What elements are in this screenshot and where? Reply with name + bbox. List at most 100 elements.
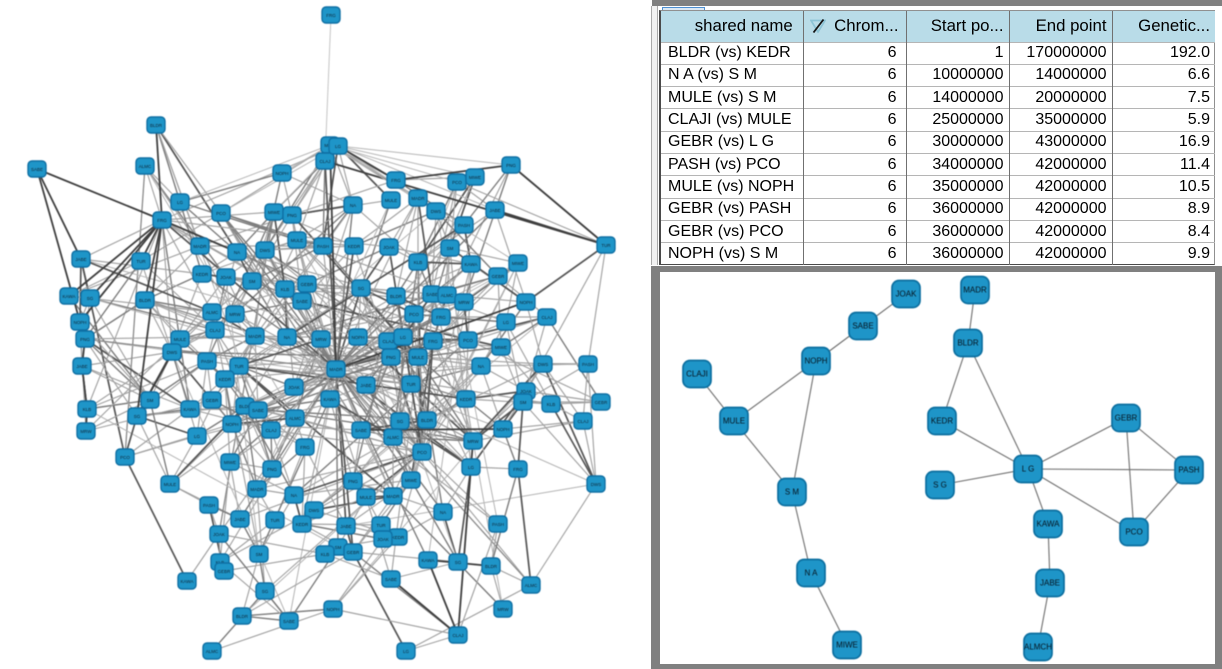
svg-text:SG: SG	[262, 589, 269, 594]
svg-text:NOPH: NOPH	[73, 320, 86, 325]
svg-text:MADR: MADR	[411, 196, 425, 201]
svg-text:FRG: FRG	[436, 315, 446, 320]
svg-text:S G: S G	[933, 481, 947, 490]
svg-text:JABE: JABE	[76, 364, 87, 369]
svg-text:BLDR: BLDR	[485, 564, 498, 569]
svg-text:DWS: DWS	[309, 508, 320, 513]
svg-text:MRW: MRW	[458, 300, 470, 305]
svg-text:JOAK: JOAK	[377, 537, 389, 542]
svg-text:SG: SG	[397, 419, 404, 424]
svg-text:MADR: MADR	[386, 494, 400, 499]
svg-text:BLDR: BLDR	[390, 294, 403, 299]
svg-text:CLAJI: CLAJI	[686, 370, 708, 379]
svg-text:MIWE: MIWE	[224, 460, 236, 465]
svg-text:ALMC: ALMC	[139, 164, 152, 169]
svg-text:MULE: MULE	[174, 337, 187, 342]
svg-text:PCO: PCO	[216, 211, 226, 216]
svg-text:BLDR: BLDR	[236, 614, 249, 619]
svg-text:MULE: MULE	[385, 198, 398, 203]
svg-text:PCO: PCO	[452, 180, 462, 185]
svg-text:L G: L G	[1022, 465, 1035, 474]
svg-text:MULE: MULE	[291, 238, 304, 243]
svg-text:SABE: SABE	[296, 299, 308, 304]
svg-text:NOPH: NOPH	[496, 427, 509, 432]
svg-text:JOAK: JOAK	[520, 389, 532, 394]
svg-text:MADR: MADR	[250, 487, 264, 492]
svg-text:PASH: PASH	[1178, 466, 1199, 475]
svg-text:KAWA: KAWA	[422, 558, 435, 563]
svg-text:MADR: MADR	[329, 367, 343, 372]
svg-text:SABE: SABE	[355, 428, 367, 433]
svg-text:KLB: KLB	[547, 402, 556, 407]
svg-text:PCO: PCO	[417, 450, 427, 455]
svg-text:MIWE: MIWE	[836, 641, 858, 650]
svg-text:ALMC: ALMC	[206, 310, 219, 315]
svg-text:FRG: FRG	[326, 13, 336, 18]
svg-text:JOAK: JOAK	[896, 290, 918, 299]
svg-text:CLAJ: CLAJ	[319, 159, 330, 164]
svg-text:GEBR: GEBR	[347, 550, 361, 555]
svg-text:ALMC: ALMC	[525, 583, 538, 588]
svg-text:LG: LG	[194, 434, 201, 439]
svg-text:TUR: TUR	[406, 382, 416, 387]
svg-text:MADR: MADR	[248, 334, 262, 339]
svg-text:MULE: MULE	[164, 482, 177, 487]
svg-text:FRG: FRG	[391, 178, 401, 183]
svg-text:SABE: SABE	[31, 167, 43, 172]
svg-text:BLDR: BLDR	[239, 404, 252, 409]
svg-text:MRW: MRW	[229, 312, 241, 317]
svg-text:MRW: MRW	[467, 439, 479, 444]
svg-text:JABE: JABE	[340, 524, 351, 529]
svg-text:TUR: TUR	[601, 243, 611, 248]
svg-text:SG: SG	[358, 286, 365, 291]
svg-text:GEBR: GEBR	[218, 569, 232, 574]
svg-text:NOPH: NOPH	[519, 300, 532, 305]
svg-text:PCO: PCO	[1125, 528, 1142, 537]
svg-text:KEDR: KEDR	[296, 522, 309, 527]
svg-text:CLAJ: CLAJ	[265, 428, 276, 433]
svg-text:CLAJ: CLAJ	[541, 315, 552, 320]
svg-text:KLB: KLB	[414, 260, 423, 265]
svg-text:ALMC: ALMC	[289, 416, 302, 421]
svg-text:SM: SM	[520, 400, 527, 405]
svg-text:PNG: PNG	[287, 213, 297, 218]
svg-text:MRW: MRW	[315, 337, 327, 342]
svg-text:GEBR: GEBR	[1115, 414, 1138, 423]
svg-text:PNG: PNG	[506, 163, 516, 168]
svg-text:KAWA: KAWA	[181, 579, 194, 584]
svg-text:DWS: DWS	[538, 362, 549, 367]
svg-text:KEDR: KEDR	[931, 417, 953, 426]
svg-text:LG: LG	[403, 649, 410, 654]
svg-text:NOPH: NOPH	[225, 422, 238, 427]
svg-text:JOAK: JOAK	[213, 532, 225, 537]
svg-text:MADR: MADR	[193, 244, 207, 249]
svg-text:CLAJ: CLAJ	[577, 419, 588, 424]
svg-text:CLAJ: CLAJ	[452, 633, 463, 638]
svg-text:NA: NA	[291, 493, 297, 498]
svg-text:GEBR: GEBR	[595, 400, 609, 405]
svg-text:PCO: PCO	[409, 312, 419, 317]
svg-text:LG: LG	[503, 320, 510, 325]
svg-text:CLAJ: CLAJ	[209, 328, 220, 333]
svg-text:MIWE: MIWE	[469, 175, 481, 180]
svg-text:DWS: DWS	[591, 482, 602, 487]
svg-text:CLAJ: CLAJ	[382, 339, 393, 344]
svg-text:GEBR: GEBR	[492, 274, 506, 279]
svg-text:TUR: TUR	[270, 518, 280, 523]
svg-text:NA: NA	[234, 250, 240, 255]
svg-text:MULE: MULE	[723, 417, 745, 426]
svg-text:PNG: PNG	[348, 479, 358, 484]
svg-text:SG: SG	[87, 296, 94, 301]
svg-text:LG: LG	[177, 200, 184, 205]
svg-text:NOPH: NOPH	[351, 335, 364, 340]
svg-text:KAWA: KAWA	[1037, 520, 1061, 529]
svg-text:NOPH: NOPH	[804, 357, 827, 366]
svg-text:MULE: MULE	[360, 495, 373, 500]
svg-text:KEDR: KEDR	[219, 377, 232, 382]
svg-text:SABE: SABE	[426, 292, 438, 297]
svg-text:SM: SM	[147, 398, 154, 403]
svg-text:SM: SM	[256, 552, 263, 557]
svg-text:ALMC: ALMC	[387, 435, 400, 440]
svg-text:SG: SG	[134, 414, 141, 419]
svg-text:JOAK: JOAK	[220, 275, 232, 280]
